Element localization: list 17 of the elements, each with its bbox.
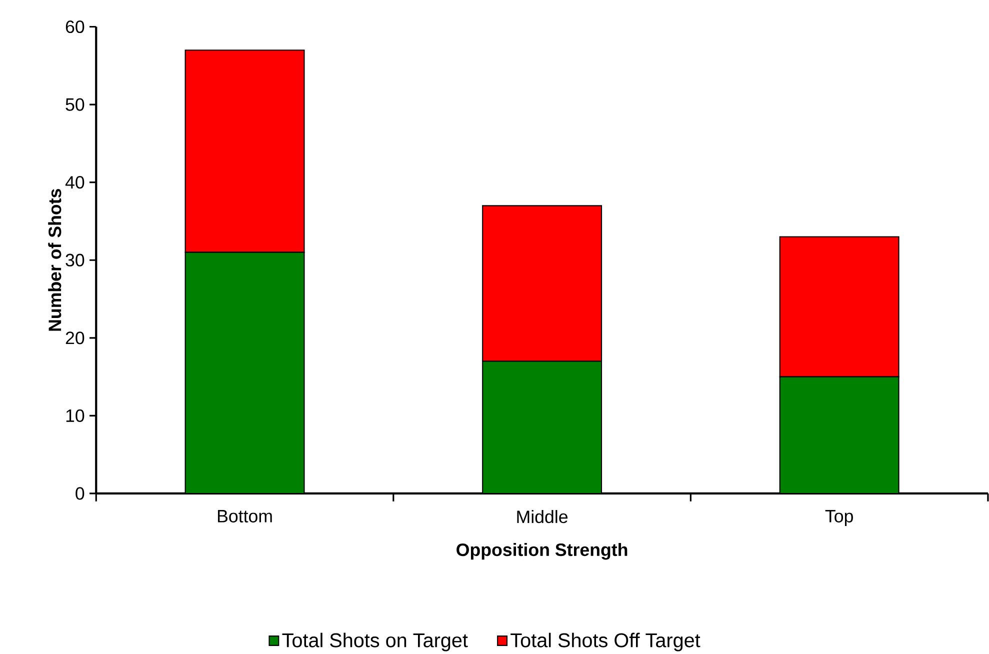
y-axis-title: Number of Shots — [48, 188, 62, 331]
y-tick-label: 60 — [66, 20, 84, 33]
y-tick-label: 0 — [76, 486, 84, 500]
y-tick-label: 10 — [66, 409, 84, 422]
y-tick-label: 30 — [66, 254, 84, 266]
x-axis-title: Opposition Strength — [456, 542, 628, 560]
bar — [482, 360, 602, 494]
x-tick-label: Top — [825, 510, 853, 526]
x-tick-label: Bottom — [218, 510, 272, 522]
y-tick-label: 40 — [65, 176, 84, 188]
x-tick-label: Middle — [517, 510, 568, 523]
y-tick-label: 20 — [66, 331, 84, 344]
bar — [779, 376, 900, 494]
bar — [184, 252, 305, 494]
legend-label: Total Shots on Target — [282, 632, 468, 652]
y-tick-label: 50 — [66, 98, 84, 111]
legend-label: Total Shots Off Target — [510, 632, 700, 652]
